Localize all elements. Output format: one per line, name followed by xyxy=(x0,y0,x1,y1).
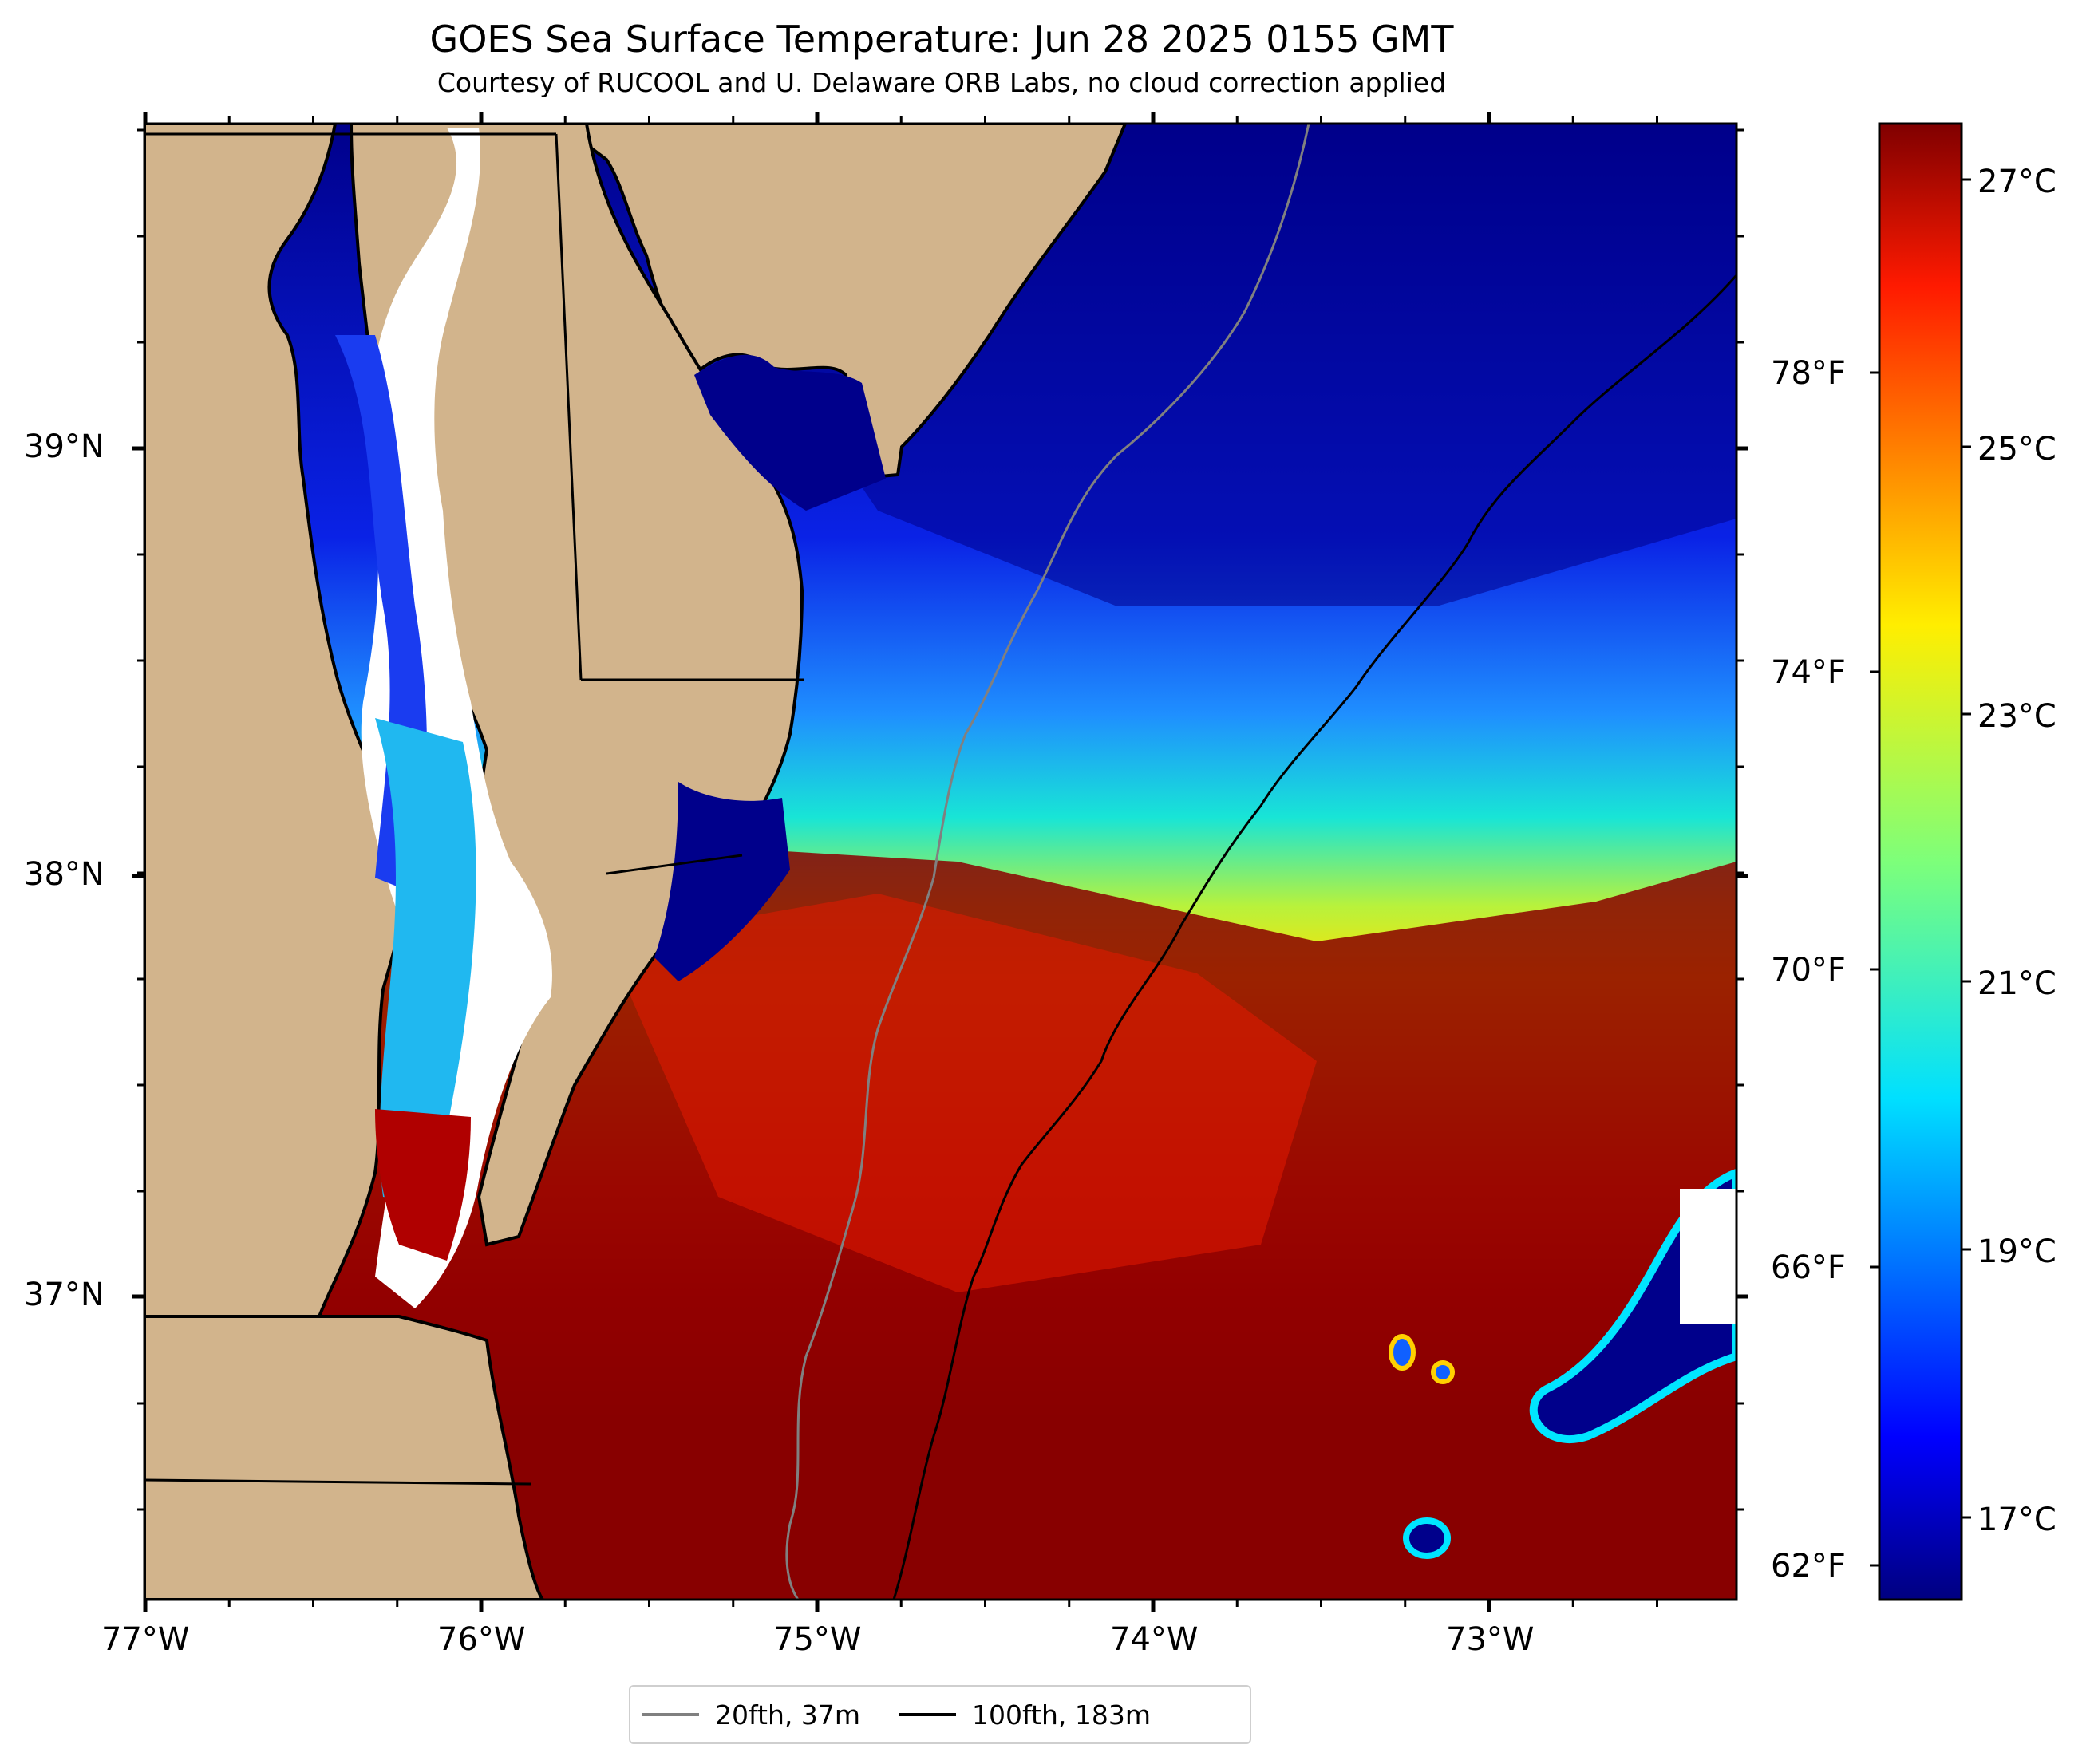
x-tick-label: 75°W xyxy=(773,1621,862,1658)
land xyxy=(144,124,1128,1600)
isobath-100fth xyxy=(892,274,1736,1600)
celsius-tick-label: 27°C xyxy=(1977,164,2056,200)
fahrenheit-tick-label: 66°F xyxy=(1771,1249,1846,1286)
state-boundaries xyxy=(144,132,804,1486)
new-jersey xyxy=(555,124,1128,481)
legend-swatch-black xyxy=(899,1713,956,1716)
coastal-cold-strip xyxy=(654,354,886,981)
fahrenheit-tick-label: 70°F xyxy=(1771,952,1846,989)
celsius-tick-label: 21°C xyxy=(1977,965,2056,1002)
y-tick-label: 38°N xyxy=(24,856,105,893)
x-tick-label: 76°W xyxy=(437,1621,526,1658)
legend-swatch-gray xyxy=(642,1713,699,1716)
celsius-tick-label: 25°C xyxy=(1977,431,2056,468)
map-subtitle: Courtesy of RUCOOL and U. Delaware ORB L… xyxy=(437,67,1447,98)
legend-label: 100fth, 183m xyxy=(972,1699,1151,1730)
legend-item-20fth: 20fth, 37m xyxy=(642,1699,860,1730)
colorbar xyxy=(1878,122,1963,1601)
isobath-legend: 20fth, 37m 100fth, 183m xyxy=(629,1685,1251,1744)
x-tick-label: 74°W xyxy=(1110,1621,1199,1658)
chesapeake-bay xyxy=(335,128,552,1308)
map-title: GOES Sea Surface Temperature: Jun 28 202… xyxy=(429,18,1454,61)
southern-virginia xyxy=(144,1315,545,1600)
celsius-tick-label: 17°C xyxy=(1977,1502,2056,1538)
tick-marks xyxy=(132,112,1971,1612)
x-tick-label: 73°W xyxy=(1446,1621,1535,1658)
plot-frame xyxy=(143,122,1738,1601)
y-tick-label: 37°N xyxy=(24,1277,105,1313)
y-tick-label: 39°N xyxy=(24,428,105,465)
fahrenheit-tick-label: 62°F xyxy=(1771,1548,1846,1584)
x-tick-label: 77°W xyxy=(101,1621,190,1658)
celsius-tick-label: 19°C xyxy=(1977,1233,2056,1270)
fahrenheit-tick-label: 78°F xyxy=(1771,355,1846,392)
legend-item-100fth: 100fth, 183m xyxy=(899,1699,1151,1730)
celsius-tick-label: 23°C xyxy=(1977,698,2056,735)
isobath-20fth xyxy=(785,124,1310,1600)
legend-label: 20fth, 37m xyxy=(715,1699,860,1730)
cloud-mask xyxy=(1680,1189,1736,1324)
fahrenheit-tick-label: 74°F xyxy=(1771,654,1846,691)
